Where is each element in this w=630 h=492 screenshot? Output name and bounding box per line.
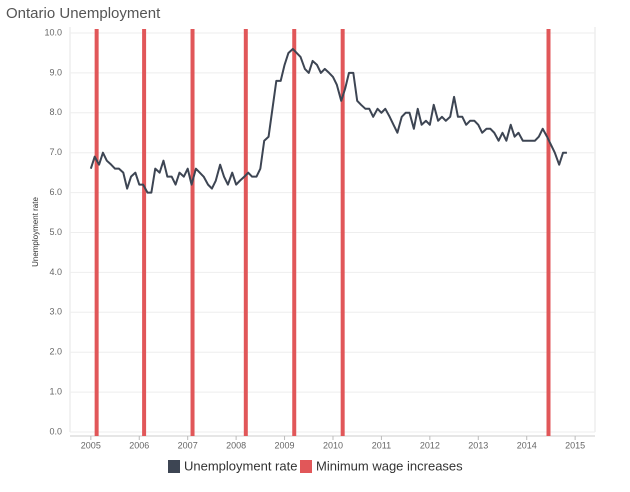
y-tick-label: 8.0 [49, 107, 62, 117]
y-tick-label: 6.0 [49, 187, 62, 197]
x-tick-label: 2009 [275, 440, 295, 450]
x-tick-label: 2011 [372, 440, 391, 450]
y-tick-label: 0.0 [49, 426, 62, 436]
x-tick-label: 2008 [226, 440, 246, 450]
x-tick-label: 2013 [468, 440, 488, 450]
legend-swatch [168, 460, 180, 473]
x-tick-label: 2012 [420, 440, 440, 450]
x-tick-label: 2015 [565, 440, 585, 450]
legend-label: Unemployment rate [184, 458, 297, 473]
x-tick-label: 2007 [178, 440, 198, 450]
y-tick-label: 7.0 [49, 147, 62, 157]
chart-title: Ontario Unemployment [6, 5, 161, 22]
y-tick-label: 10.0 [44, 27, 62, 37]
x-tick-label: 2010 [323, 440, 343, 450]
y-tick-label: 4.0 [49, 267, 62, 277]
y-tick-label: 1.0 [49, 386, 62, 396]
y-tick-label: 3.0 [49, 307, 62, 317]
y-axis-label: Unemployment rate [31, 197, 40, 267]
y-tick-label: 9.0 [49, 67, 62, 77]
data-line [89, 47, 567, 194]
y-tick-label: 2.0 [49, 347, 62, 357]
legend-swatch [300, 460, 312, 473]
legend-label: Minimum wage increases [316, 458, 463, 473]
x-tick-label: 2005 [81, 440, 101, 450]
y-tick-label: 5.0 [49, 227, 62, 237]
x-tick-label: 2006 [129, 440, 149, 450]
x-tick-label: 2014 [517, 440, 537, 450]
